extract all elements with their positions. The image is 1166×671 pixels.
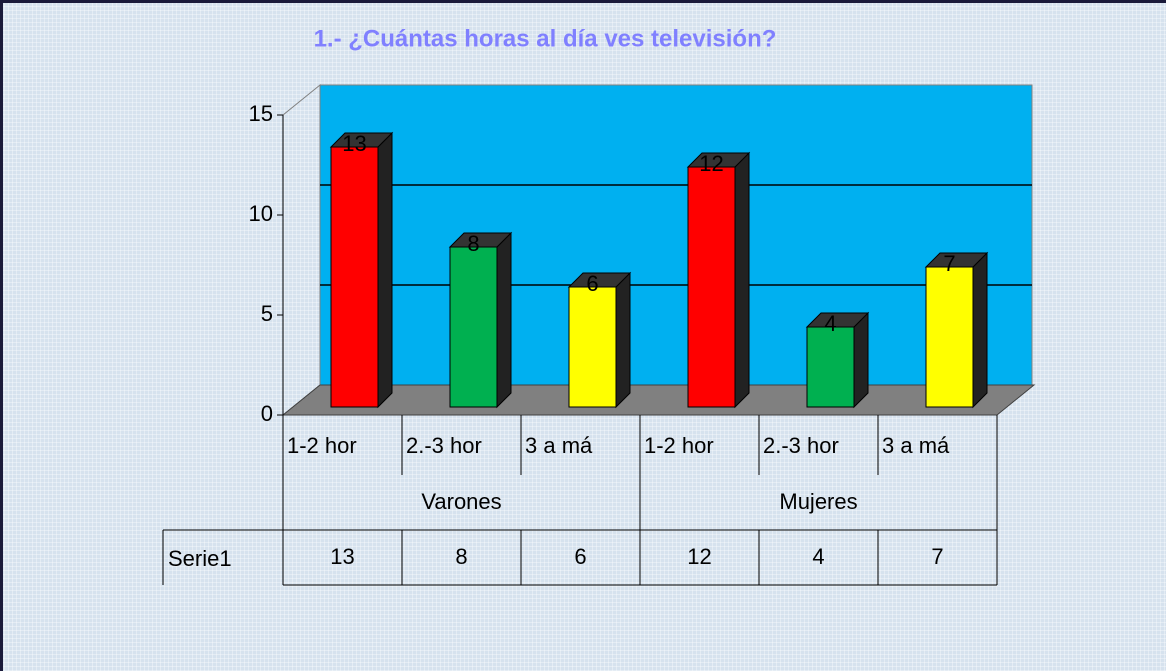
data-label: 6 <box>586 271 598 296</box>
data-label: 7 <box>943 251 955 276</box>
data-label: 12 <box>699 151 723 176</box>
x-tick-label: 1-2 hor <box>644 433 714 458</box>
group-label: Varones <box>421 489 501 514</box>
bar <box>687 166 736 408</box>
bar <box>568 286 617 408</box>
table-value: 12 <box>687 544 711 569</box>
x-tick-label: 2.-3 hor <box>406 433 482 458</box>
table-value: 6 <box>574 544 586 569</box>
bar <box>449 246 498 408</box>
table-value: 4 <box>812 544 824 569</box>
data-label: 13 <box>342 131 366 156</box>
chart-title: 1.- ¿Cuántas horas al día ves televisión… <box>314 25 777 52</box>
bar-side <box>972 251 988 409</box>
data-label: 8 <box>467 231 479 256</box>
x-tick-label: 3 a má <box>882 433 950 458</box>
x-tick-label: 2.-3 hor <box>763 433 839 458</box>
x-tick-label: 1-2 hor <box>287 433 357 458</box>
table-value: 8 <box>455 544 467 569</box>
y-tick-label: 5 <box>261 301 273 326</box>
data-label: 4 <box>824 311 836 336</box>
bar-side <box>734 151 750 409</box>
y-tick-label: 10 <box>249 201 273 226</box>
table-value: 13 <box>330 544 354 569</box>
bar-side <box>615 271 631 409</box>
y-tick-label: 0 <box>261 401 273 426</box>
floor <box>281 384 1036 416</box>
bar-side <box>853 311 869 409</box>
back-wall <box>319 84 1033 386</box>
y-tick-label: 15 <box>249 101 273 126</box>
series-label: Serie1 <box>168 546 232 571</box>
bar <box>806 326 855 408</box>
bar-side <box>377 131 393 409</box>
bar <box>925 266 974 408</box>
x-tick-label: 3 a má <box>525 433 593 458</box>
side-wall <box>282 83 321 417</box>
group-label: Mujeres <box>779 489 857 514</box>
bar <box>330 146 379 408</box>
table-value: 7 <box>931 544 943 569</box>
bar-side <box>496 231 512 409</box>
